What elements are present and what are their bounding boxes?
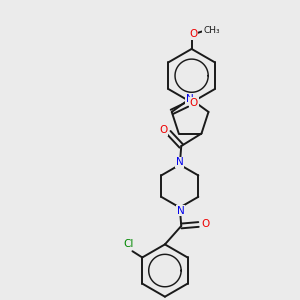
Text: CH₃: CH₃ bbox=[203, 26, 220, 35]
Text: N: N bbox=[176, 206, 184, 215]
Text: N: N bbox=[186, 94, 194, 103]
Text: N: N bbox=[176, 158, 184, 167]
Text: O: O bbox=[201, 220, 209, 230]
Text: O: O bbox=[159, 125, 168, 135]
Text: O: O bbox=[189, 29, 197, 39]
Text: Cl: Cl bbox=[123, 239, 134, 249]
Text: O: O bbox=[190, 98, 198, 108]
